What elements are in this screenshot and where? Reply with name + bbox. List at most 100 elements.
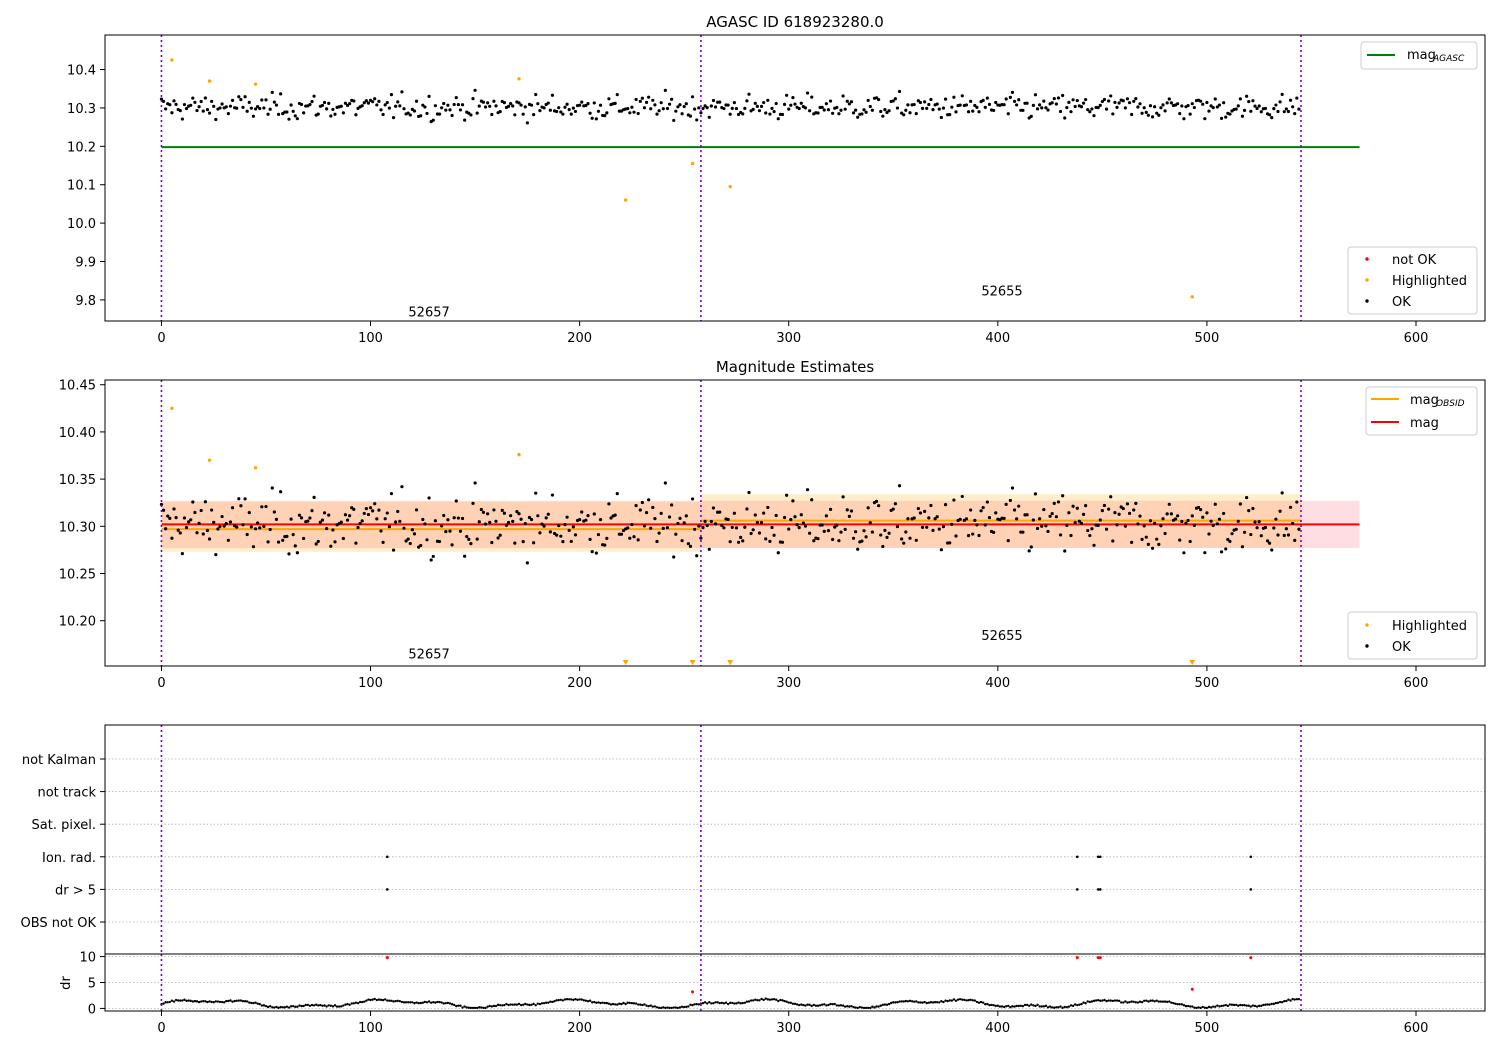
flag-point [1096, 855, 1100, 859]
x-tick-label: 0 [157, 676, 165, 691]
highlighted-point [517, 452, 521, 457]
dr-point [590, 1001, 594, 1004]
ok-point [241, 105, 245, 109]
dr-point [1063, 1005, 1066, 1009]
dr-point [174, 998, 178, 1002]
ok-point [992, 530, 996, 534]
dr-point [843, 1005, 847, 1008]
ok-point [366, 101, 371, 105]
dr-point [1262, 1003, 1265, 1007]
ok-point [573, 533, 578, 537]
ok-point [442, 513, 446, 518]
ok-point [1146, 542, 1150, 547]
dr-point [1188, 1005, 1192, 1008]
ok-point [327, 101, 331, 105]
ok-point [1115, 105, 1119, 109]
ok-point [1280, 92, 1284, 96]
ok-point [655, 539, 659, 544]
dr-point [1182, 1004, 1186, 1007]
ok-point [851, 536, 856, 540]
dr-point [770, 998, 774, 1001]
ok-point [195, 108, 199, 113]
ok-point [389, 93, 394, 97]
dr-point [423, 1000, 427, 1004]
dr-point [892, 1001, 895, 1004]
ok-point [1075, 506, 1079, 510]
highlighted-point [170, 58, 174, 62]
ok-point [1238, 502, 1242, 506]
ok-point [883, 108, 887, 112]
ok-point [822, 108, 826, 112]
dr-point [323, 1004, 326, 1007]
ok-point [762, 511, 766, 515]
dr-point [988, 1003, 991, 1007]
ok-point [1236, 104, 1240, 108]
legend-label: OK [1392, 295, 1411, 310]
ok-point [203, 96, 207, 100]
ok-point [904, 108, 908, 112]
dr-point [852, 1005, 855, 1009]
ok-point [1182, 117, 1186, 121]
dr-point [1013, 1005, 1016, 1008]
flag-point [385, 855, 389, 859]
dr-point [248, 1001, 251, 1004]
ok-point [718, 510, 722, 514]
ok-point [661, 526, 665, 530]
ok-point [249, 106, 253, 110]
ok-point [939, 115, 943, 120]
dr-point [751, 999, 755, 1002]
ok-point [726, 103, 730, 107]
dr-point [1007, 1004, 1010, 1008]
dr-point [383, 998, 387, 1001]
dr-point [553, 999, 556, 1003]
ok-point [1098, 518, 1102, 522]
ok-point [377, 99, 381, 103]
ok-point [1272, 107, 1276, 111]
ok-point [1079, 105, 1084, 109]
legend-label: mag [1410, 416, 1439, 431]
ok-point [902, 113, 906, 117]
dr-point [716, 1001, 719, 1004]
ok-point [387, 525, 391, 529]
ok-point [498, 109, 502, 114]
dr-point [501, 1004, 504, 1007]
dr-point [1218, 1005, 1221, 1008]
dr-point [940, 1000, 943, 1003]
legend-box [1360, 41, 1478, 70]
ok-point [1046, 108, 1050, 112]
ok-point [613, 513, 617, 517]
ok-point [588, 111, 592, 115]
obsid-label: 52657 [408, 648, 449, 663]
dr-point [335, 1005, 339, 1008]
ok-point [897, 484, 902, 488]
ok-point [711, 98, 716, 103]
ok-point [569, 112, 573, 116]
ok-point [665, 526, 670, 530]
ok-point [776, 117, 780, 121]
dr-point [718, 1001, 721, 1005]
legend-marker [1365, 278, 1369, 282]
ok-point [649, 526, 653, 530]
dr-point [797, 1003, 801, 1007]
dr-point [720, 1001, 724, 1005]
dr-point [1149, 999, 1152, 1002]
ok-point [927, 102, 931, 107]
ok-point [536, 514, 540, 518]
dr-point [1142, 999, 1146, 1002]
ok-point [874, 499, 879, 503]
dr-point [827, 1003, 830, 1007]
ok-point [580, 100, 584, 104]
ok-point [1061, 494, 1065, 498]
below-range-marker [689, 660, 696, 665]
x-tick-label: 0 [157, 1021, 165, 1036]
ok-point [302, 111, 306, 115]
ok-point [224, 521, 228, 526]
ok-point [1178, 111, 1182, 116]
ok-point [161, 99, 166, 104]
legend-marker [1365, 257, 1369, 261]
dr-point [664, 1006, 667, 1010]
dr-point [266, 1005, 270, 1009]
dr-point [777, 999, 780, 1003]
dr-point [241, 999, 245, 1003]
